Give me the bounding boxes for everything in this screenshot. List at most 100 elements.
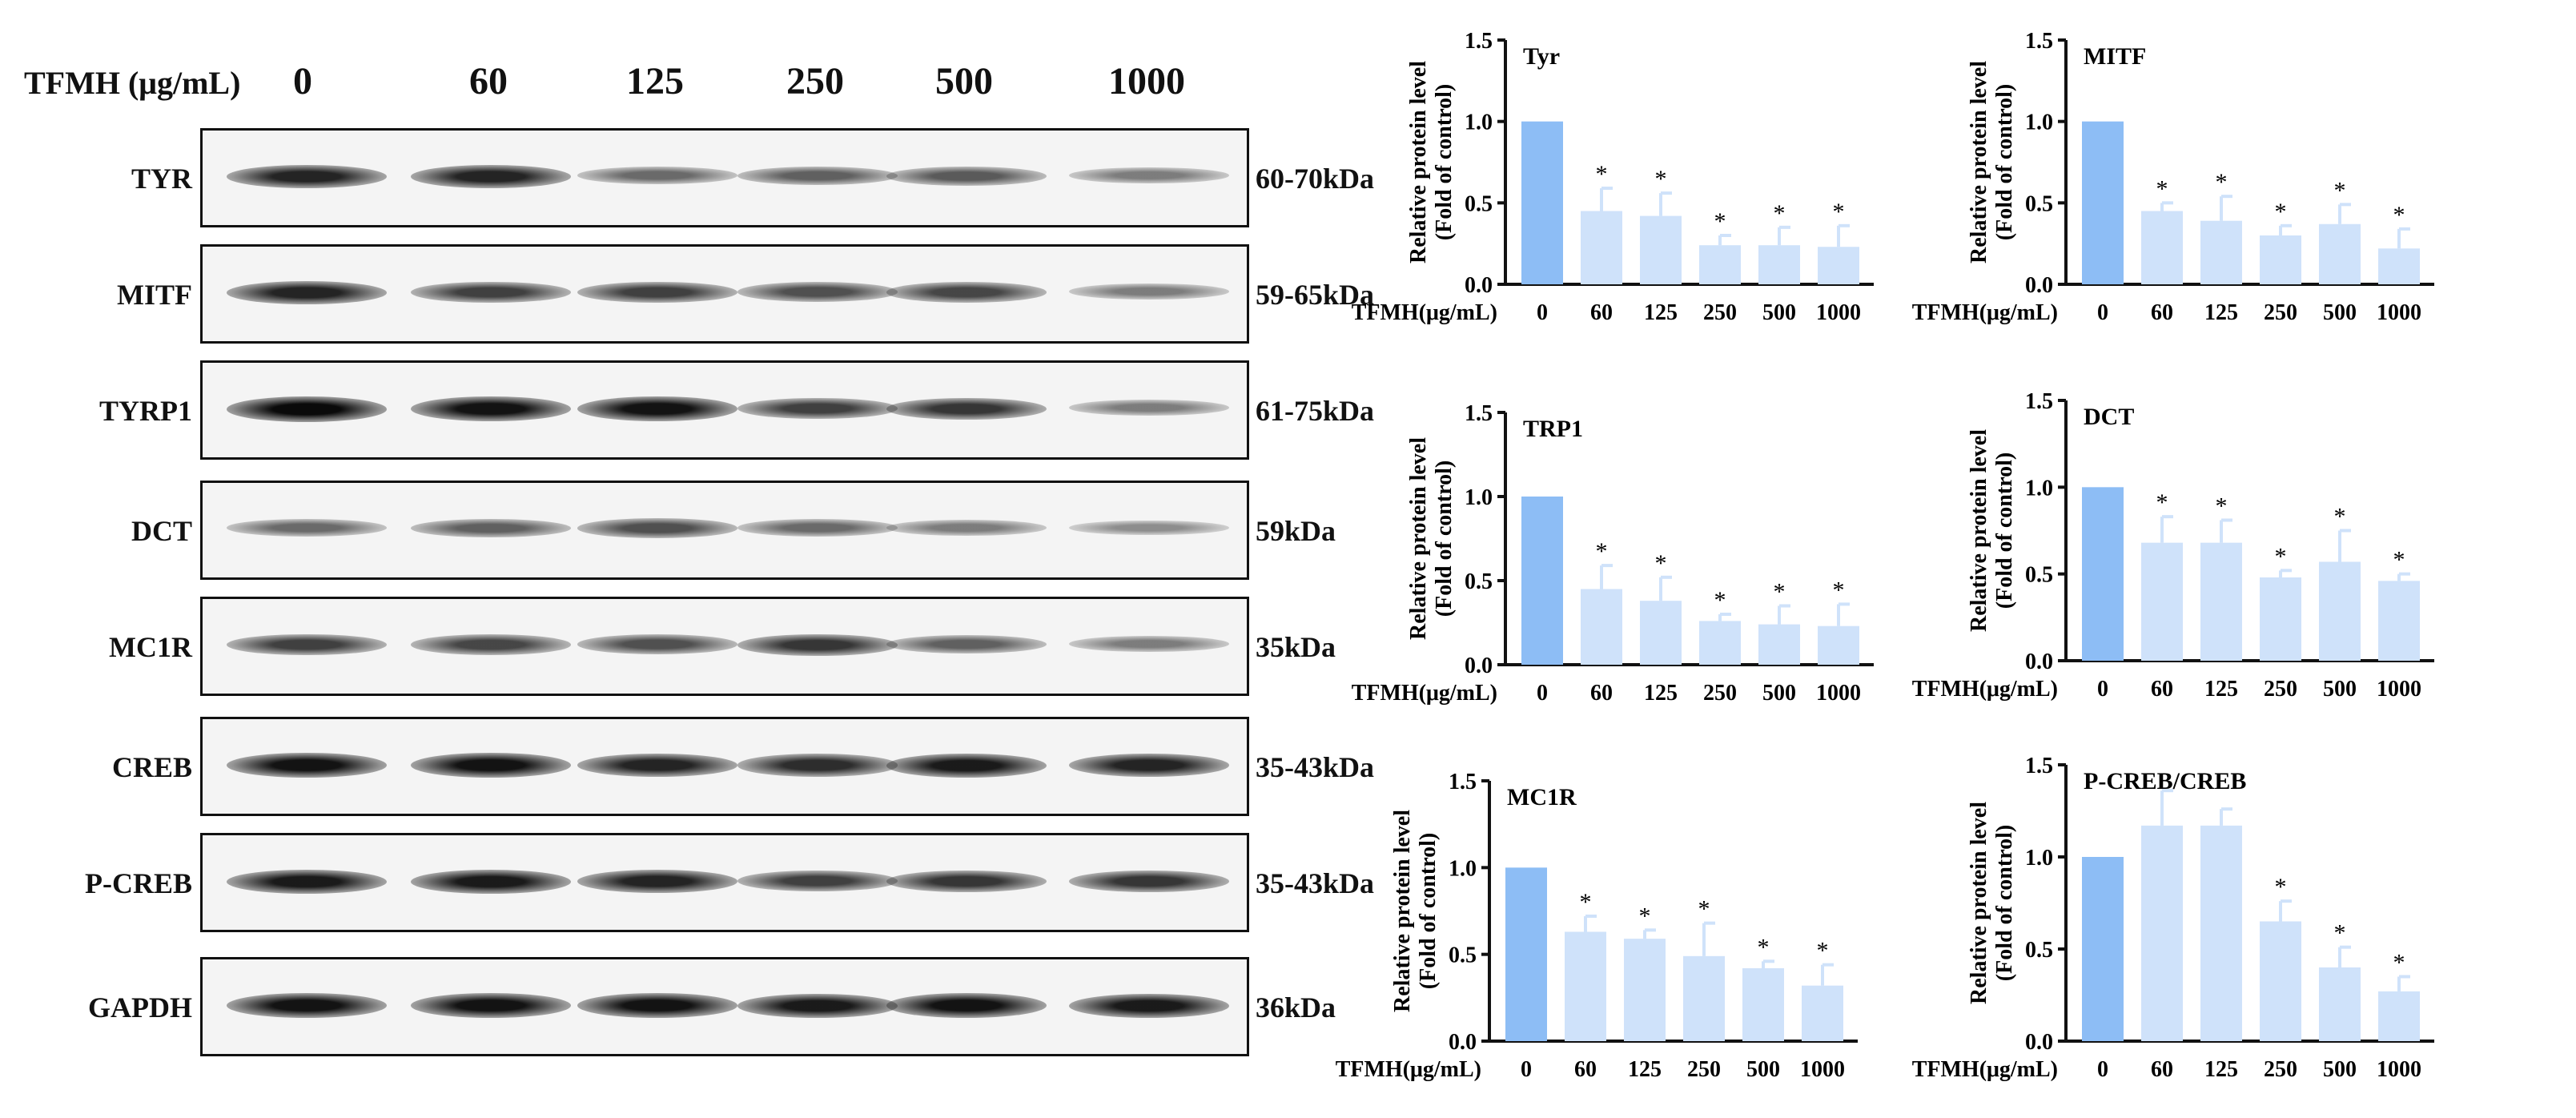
bar [2378, 248, 2420, 284]
significance-star: * [2275, 874, 2287, 900]
blot-band [737, 633, 898, 656]
blot-band [737, 993, 898, 1018]
bar [2200, 825, 2242, 1041]
significance-star: * [2334, 504, 2346, 530]
blot-row-mitf: MITF 59-65kDa [0, 244, 1409, 348]
bar [1505, 867, 1547, 1041]
x-tick-label: 60 [1590, 300, 1613, 325]
bar [1742, 968, 1784, 1041]
blot-band [1069, 399, 1229, 416]
blot-row-tyrp1: TYRP1 61-75kDa [0, 360, 1409, 464]
protein-name: CREB [111, 751, 192, 783]
blot-row-tyr: TYR 60-70kDa [0, 128, 1409, 232]
x-tick-label: 125 [1628, 1057, 1662, 1082]
bar [2319, 223, 2361, 284]
bar [1818, 247, 1859, 284]
significance-star: * [1833, 577, 1845, 603]
x-tick-label: 1000 [2377, 677, 2421, 702]
blot-band [886, 282, 1047, 303]
blot-band [411, 519, 571, 537]
protein-name: DCT [131, 515, 192, 547]
bar [1683, 955, 1725, 1041]
dose-label-1000: 1000 [1108, 60, 1185, 103]
dose-label-0: 0 [293, 60, 312, 103]
significance-star: * [1774, 200, 1786, 227]
blot-image [200, 360, 1249, 460]
blot-row-p-creb: P-CREB 35-43kDa [0, 833, 1409, 937]
blot-band [411, 869, 571, 894]
significance-star: * [2156, 489, 2168, 516]
bar [2319, 967, 2361, 1041]
bar [2200, 220, 2242, 284]
blot-band [577, 753, 737, 778]
x-tick-label: 0 [1537, 681, 1548, 706]
significance-star: * [2216, 169, 2228, 195]
significance-star: * [2275, 543, 2287, 569]
blot-image [200, 833, 1249, 932]
protein-name: TYR [131, 163, 192, 195]
x-tick-label: 125 [1644, 300, 1678, 325]
y-tick-label: 0.0 [1449, 1030, 1477, 1055]
protein-name: TYRP1 [99, 395, 192, 427]
x-tick-label: 500 [2323, 1057, 2357, 1082]
bar [2260, 235, 2301, 284]
y-tick-label: 0.5 [2025, 938, 2053, 963]
y-tick-label: 1.5 [1465, 401, 1493, 426]
molecular-weight-label: 36kDa [1256, 991, 1336, 1023]
blot-row-mc1r: MC1R 35kDa [0, 597, 1409, 701]
y-tick-label: 1.5 [2025, 754, 2053, 778]
x-tick-label: 250 [1687, 1057, 1721, 1082]
protein-name: MC1R [109, 631, 192, 663]
significance-star: * [1639, 903, 1651, 929]
x-tick-label: 1000 [1816, 681, 1861, 706]
significance-star: * [1596, 538, 1608, 565]
molecular-weight-label: 35-43kDa [1256, 867, 1375, 899]
x-tick-label: 60 [2151, 677, 2173, 702]
y-tick-label: 1.5 [2025, 389, 2053, 414]
y-axis-title: (Fold of control) [1432, 84, 1457, 240]
chart-tyr: 0.0 0.5 1.0 1.5 Relative protein level (Fold … [1352, 16, 1970, 356]
y-tick-label: 1.0 [1449, 856, 1477, 881]
y-tick-label: 1.0 [2025, 846, 2053, 871]
blot-band [737, 870, 898, 892]
blot-band [227, 519, 387, 537]
blot-band [1069, 870, 1229, 892]
y-axis-title: Relative protein level [1967, 61, 1991, 263]
blot-image [200, 717, 1249, 816]
x-tick-label: 60 [1574, 1057, 1597, 1082]
protein-name: MITF [117, 279, 192, 311]
blot-band [1069, 283, 1229, 300]
x-tick-label: 500 [2323, 677, 2357, 702]
x-tick-label: 1000 [2377, 300, 2421, 325]
x-tick-label: 500 [1746, 1057, 1780, 1082]
x-tick-label: 0 [2097, 300, 2108, 325]
y-tick-label: 1.5 [1449, 770, 1477, 794]
bar [1758, 245, 1800, 284]
bar [1521, 497, 1563, 665]
significance-star: * [1698, 896, 1710, 923]
x-tick-label: 125 [2204, 677, 2238, 702]
chart-title: Tyr [1523, 43, 1560, 70]
y-tick-label: 0.0 [1465, 654, 1493, 678]
blot-band [577, 518, 737, 539]
x-tick-label: 500 [1762, 300, 1796, 325]
blot-band [886, 397, 1047, 420]
bar [2260, 921, 2301, 1041]
y-axis-title: Relative protein level [1390, 810, 1415, 1012]
bar [1640, 215, 1682, 284]
blot-row-creb: CREB 35-43kDa [0, 717, 1409, 821]
blot-band [577, 281, 737, 304]
significance-star: * [2334, 177, 2346, 203]
bar [1565, 931, 1606, 1041]
y-tick-label: 1.5 [1465, 29, 1493, 54]
blot-row-dct: DCT 59kDa [0, 481, 1409, 585]
chart-title: MITF [2084, 43, 2146, 70]
molecular-weight-label: 35kDa [1256, 631, 1336, 663]
bar [1640, 601, 1682, 665]
x-tick-label: 250 [2264, 1057, 2297, 1082]
bar [2260, 577, 2301, 661]
bar [1818, 625, 1859, 665]
blot-image [200, 597, 1249, 696]
blot-band [577, 993, 737, 1019]
y-tick-label: 0.5 [2025, 191, 2053, 216]
